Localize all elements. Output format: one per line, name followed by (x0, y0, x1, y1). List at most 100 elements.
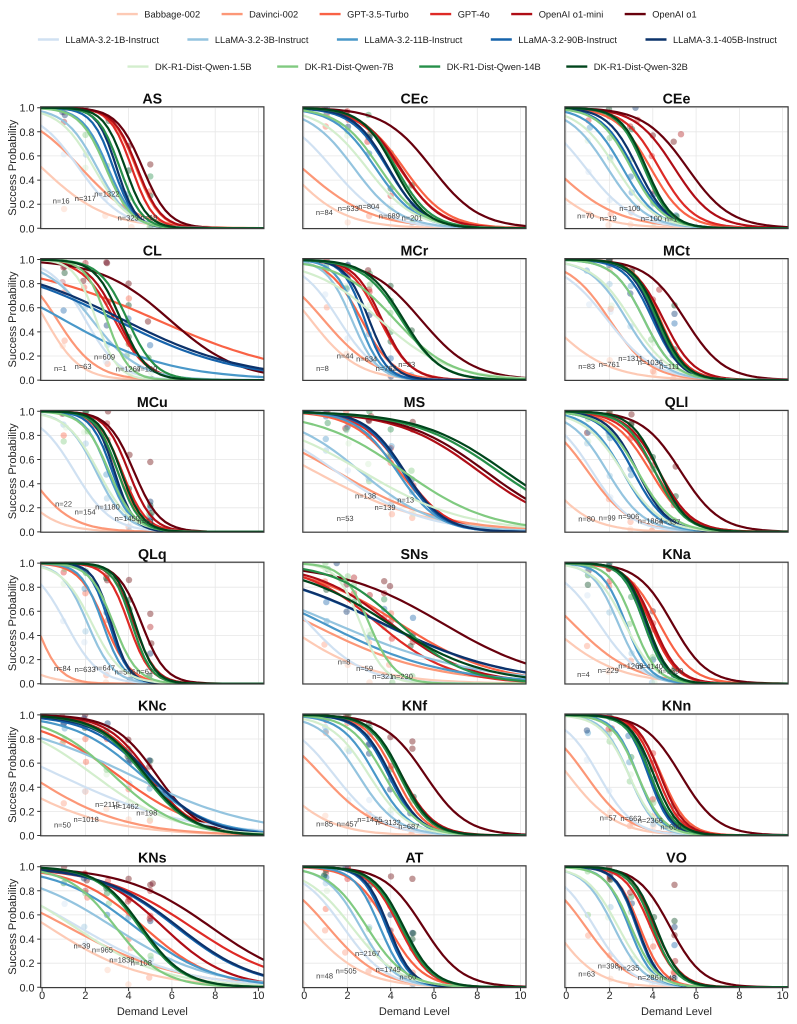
svg-text:QLq: QLq (138, 547, 167, 563)
svg-text:n=1269: n=1269 (618, 662, 643, 671)
svg-text:n=323: n=323 (118, 214, 139, 223)
svg-text:0: 0 (301, 990, 307, 1002)
svg-text:n=19: n=19 (141, 213, 158, 222)
svg-text:n=4140: n=4140 (638, 662, 663, 671)
svg-text:0.8: 0.8 (19, 582, 34, 594)
svg-text:0.8: 0.8 (19, 127, 34, 139)
svg-text:0.4: 0.4 (19, 327, 34, 339)
svg-text:n=139: n=139 (136, 365, 157, 374)
svg-text:Babbage-002: Babbage-002 (144, 9, 200, 19)
svg-text:n=965: n=965 (92, 945, 113, 954)
svg-text:AS: AS (142, 92, 162, 108)
svg-text:0.6: 0.6 (19, 910, 34, 922)
svg-text:0.2: 0.2 (19, 503, 34, 515)
svg-text:OpenAI o1-mini: OpenAI o1-mini (539, 9, 604, 19)
svg-text:n=8: n=8 (316, 364, 329, 373)
svg-text:n=1311: n=1311 (618, 354, 643, 363)
svg-text:n=3132: n=3132 (376, 818, 401, 827)
svg-text:Success Probability: Success Probability (7, 423, 19, 519)
svg-text:n=337: n=337 (659, 518, 680, 527)
svg-text:n=398: n=398 (598, 962, 619, 971)
svg-text:LLaMA-3.1-405B-Instruct: LLaMA-3.1-405B-Instruct (673, 35, 777, 45)
svg-text:0.6: 0.6 (19, 151, 34, 163)
svg-text:n=48: n=48 (316, 971, 333, 980)
svg-text:Davinci-002: Davinci-002 (249, 9, 298, 19)
svg-text:6: 6 (693, 990, 699, 1002)
svg-text:n=108: n=108 (131, 959, 152, 968)
svg-text:n=457: n=457 (337, 820, 358, 829)
svg-text:n=1036: n=1036 (638, 358, 663, 367)
svg-text:DK-R1-Dist-Qwen-7B: DK-R1-Dist-Qwen-7B (305, 62, 394, 72)
svg-text:0.2: 0.2 (19, 655, 34, 667)
svg-text:Success Probability: Success Probability (7, 726, 19, 822)
svg-text:KNs: KNs (138, 851, 167, 867)
svg-text:DK-R1-Dist-Qwen-1.5B: DK-R1-Dist-Qwen-1.5B (155, 62, 252, 72)
svg-text:0.8: 0.8 (19, 430, 34, 442)
svg-text:8: 8 (212, 990, 218, 1002)
svg-text:KNf: KNf (402, 699, 428, 715)
svg-text:Success Probability: Success Probability (7, 575, 19, 671)
svg-text:SNs: SNs (400, 547, 428, 563)
svg-text:n=1838: n=1838 (109, 956, 134, 965)
svg-text:n=99: n=99 (599, 513, 616, 522)
svg-text:n=286: n=286 (638, 973, 659, 982)
svg-text:MCt: MCt (663, 243, 690, 259)
svg-text:Demand Level: Demand Level (117, 1006, 188, 1018)
svg-text:n=16: n=16 (53, 197, 70, 206)
svg-text:0.8: 0.8 (19, 734, 34, 746)
svg-text:n=85: n=85 (316, 820, 333, 829)
svg-text:10: 10 (777, 990, 789, 1002)
svg-text:0.4: 0.4 (19, 631, 34, 643)
svg-text:2: 2 (607, 990, 613, 1002)
svg-text:CEe: CEe (663, 92, 691, 108)
svg-text:n=546: n=546 (115, 668, 136, 677)
svg-text:0.0: 0.0 (19, 223, 34, 235)
svg-text:0.6: 0.6 (19, 606, 34, 618)
svg-text:n=609: n=609 (94, 353, 115, 362)
svg-text:0.6: 0.6 (19, 758, 34, 770)
svg-text:n=1864: n=1864 (638, 517, 663, 526)
svg-text:n=663: n=663 (620, 814, 641, 823)
svg-text:LLaMA-3.2-1B-Instruct: LLaMA-3.2-1B-Instruct (65, 35, 159, 45)
svg-text:0.2: 0.2 (19, 351, 34, 363)
svg-text:n=23: n=23 (398, 360, 415, 369)
svg-text:6: 6 (431, 990, 437, 1002)
svg-text:2: 2 (82, 990, 88, 1002)
svg-text:n=80: n=80 (578, 515, 595, 524)
svg-text:n=1462: n=1462 (114, 802, 139, 811)
svg-text:0.2: 0.2 (19, 806, 34, 818)
svg-text:n=22: n=22 (55, 500, 72, 509)
svg-text:n=689: n=689 (379, 212, 400, 221)
svg-text:0.8: 0.8 (19, 886, 34, 898)
svg-text:OpenAI o1: OpenAI o1 (652, 9, 696, 19)
svg-text:n=138: n=138 (355, 492, 376, 501)
svg-text:10: 10 (514, 990, 526, 1002)
svg-text:n=19: n=19 (600, 214, 617, 223)
svg-text:MCu: MCu (137, 395, 168, 411)
svg-text:n=230: n=230 (392, 672, 413, 681)
svg-text:0.0: 0.0 (19, 831, 34, 843)
svg-text:KNa: KNa (662, 547, 692, 563)
svg-text:GPT-3.5-Turbo: GPT-3.5-Turbo (347, 9, 409, 19)
svg-text:1.0: 1.0 (19, 255, 34, 267)
svg-text:1.0: 1.0 (19, 103, 34, 115)
svg-text:n=1180: n=1180 (95, 503, 120, 512)
svg-text:n=1322: n=1322 (94, 190, 119, 199)
svg-text:n=198: n=198 (136, 809, 157, 818)
svg-text:0.6: 0.6 (19, 303, 34, 315)
svg-text:n=1390: n=1390 (658, 666, 683, 675)
svg-text:n=201: n=201 (402, 214, 423, 223)
svg-text:n=8: n=8 (338, 657, 351, 666)
svg-text:Demand Level: Demand Level (641, 1006, 712, 1018)
svg-text:n=154: n=154 (75, 507, 96, 516)
svg-text:n=13: n=13 (397, 495, 414, 504)
svg-text:1.0: 1.0 (19, 406, 34, 418)
svg-text:n=633: n=633 (75, 665, 96, 674)
svg-text:n=100: n=100 (641, 214, 662, 223)
svg-text:n=61: n=61 (137, 517, 154, 526)
svg-text:n=83: n=83 (578, 362, 595, 371)
svg-text:n=100: n=100 (619, 204, 640, 213)
svg-text:n=687: n=687 (398, 822, 419, 831)
svg-text:0.2: 0.2 (19, 958, 34, 970)
svg-text:n=139: n=139 (375, 503, 396, 512)
